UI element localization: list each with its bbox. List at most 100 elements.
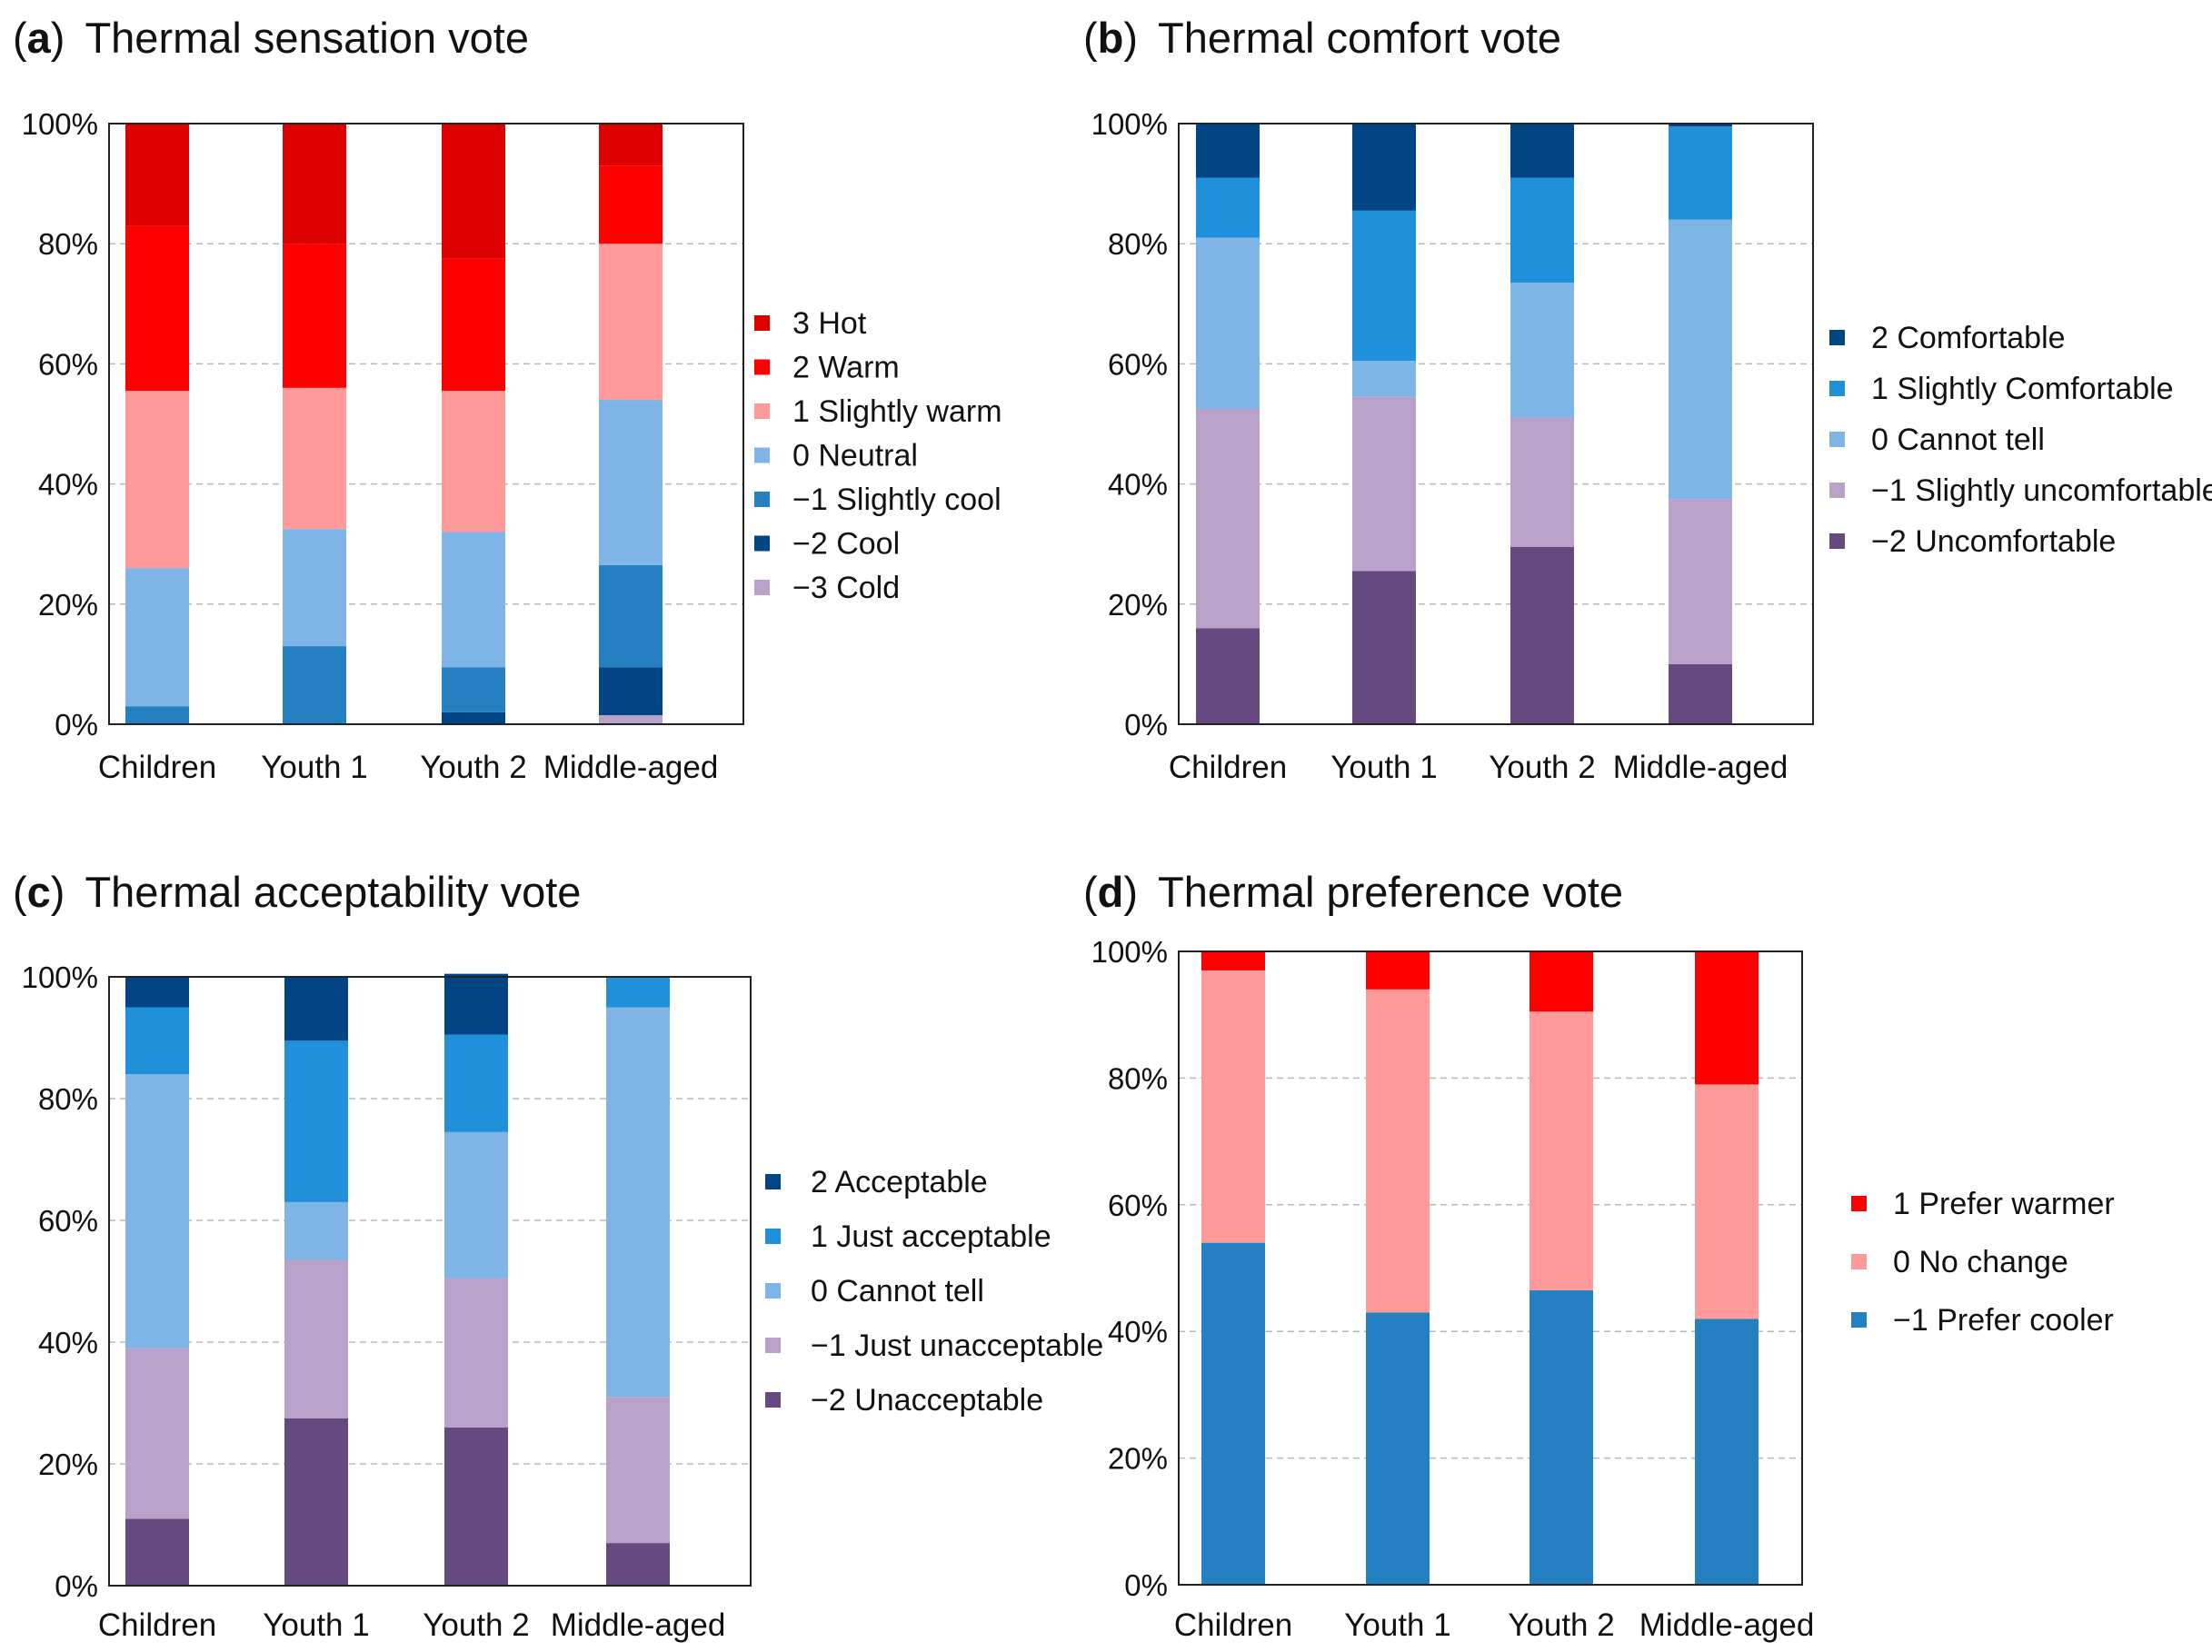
bar-segment	[1669, 124, 1732, 127]
legend-swatch	[1829, 432, 1845, 447]
x-tick-label: Middle-aged	[551, 1607, 726, 1643]
bar-segment	[444, 1278, 508, 1428]
bar-segment	[1510, 547, 1574, 724]
legend-swatch	[765, 1174, 781, 1189]
bar-segment	[125, 1007, 189, 1075]
bar-segment	[283, 244, 346, 388]
legend-swatch	[765, 1283, 781, 1299]
bar-segment	[444, 1427, 508, 1586]
bar-segment	[1695, 951, 1759, 1085]
bar-segment	[1196, 237, 1260, 409]
bar-segment	[284, 1259, 348, 1418]
legend-label: −2 Cool	[792, 527, 900, 562]
y-tick-label: 80%	[38, 1082, 98, 1116]
y-tick-label: 0%	[55, 708, 98, 741]
panel-label: (c)	[13, 868, 65, 916]
x-tick-label: Children	[98, 750, 216, 785]
plot-frame	[1178, 950, 1803, 1586]
legend-label: −2 Uncomfortable	[1871, 524, 2116, 559]
y-tick-label: 60%	[1108, 347, 1168, 381]
bar-segment	[1352, 361, 1416, 397]
x-tick-label: Children	[1169, 750, 1287, 785]
y-tick-label: 40%	[1108, 468, 1168, 502]
chart-title: (b) Thermal comfort vote	[1083, 14, 1561, 62]
legend-swatch	[1851, 1196, 1867, 1211]
bar-segment	[442, 667, 505, 712]
legend: 3 Hot 2 Warm 1 Slightly warm 0 Neutral −1 Sl…	[754, 306, 1002, 605]
legend-label: 1 Just acceptable	[811, 1219, 1051, 1254]
x-tick-label: Youth 1	[263, 1607, 369, 1643]
legend: 2 Acceptable 1 Just acceptable 0 Cannot te…	[765, 1165, 1103, 1418]
legend-swatch	[1829, 381, 1845, 396]
legend-label: 0 Cannot tell	[1871, 423, 2045, 457]
bar-segment	[1669, 663, 1732, 724]
y-tick-label: 60%	[38, 347, 98, 381]
bar-segment	[125, 225, 189, 392]
x-tick-label: Youth 1	[1344, 1607, 1450, 1643]
legend-swatch	[754, 535, 770, 552]
bar-segment	[606, 1543, 670, 1586]
bar-segment	[1695, 1084, 1759, 1319]
plot-frame	[108, 123, 744, 725]
chart-title: (c) Thermal acceptability vote	[13, 868, 581, 916]
y-tick-label: 20%	[1108, 588, 1168, 622]
bar-segment	[442, 258, 505, 392]
x-tick-label: Youth 2	[1508, 1607, 1614, 1643]
plot-frame	[1178, 123, 1814, 725]
bar-segment	[1196, 408, 1260, 629]
panel-label: (a)	[13, 14, 65, 62]
panel-label: (b)	[1083, 14, 1138, 62]
bar-segment	[444, 1131, 508, 1279]
bar-segment	[284, 1040, 348, 1202]
y-tick-label: 40%	[38, 468, 98, 502]
bar-segment	[1201, 1242, 1265, 1585]
y-tick-label: 100%	[1091, 107, 1168, 141]
legend-swatch	[765, 1392, 781, 1408]
x-tick-label: Middle-aged	[1613, 750, 1789, 785]
y-tick-label: 0%	[55, 1569, 98, 1603]
panel-label: (d)	[1083, 868, 1138, 916]
bar-segment	[444, 973, 508, 1035]
bar-segment	[1352, 210, 1416, 362]
y-tick-label: 40%	[1108, 1315, 1168, 1348]
legend-swatch	[1829, 533, 1845, 549]
bar-segment	[1669, 126, 1732, 220]
legend-label: −1 Slightly cool	[792, 483, 1001, 517]
bar-segment	[606, 1397, 670, 1544]
y-tick-label: 80%	[38, 227, 98, 261]
chart-title: (d) Thermal preference vote	[1083, 868, 1623, 916]
x-tick-label: Middle-aged	[543, 750, 719, 785]
legend-label: 1 Prefer warmer	[1893, 1187, 2115, 1221]
bar-segment	[1196, 177, 1260, 238]
y-tick-label: 60%	[38, 1204, 98, 1238]
legend-label: −3 Cold	[792, 571, 900, 605]
x-tick-label: Middle-aged	[1639, 1607, 1815, 1643]
y-tick-label: 20%	[38, 588, 98, 622]
bar-segment	[442, 712, 505, 724]
chart-title-text: Thermal sensation vote	[85, 14, 529, 62]
legend-swatch	[754, 447, 770, 463]
legend-swatch	[1829, 483, 1845, 498]
x-tick-label: Children	[1174, 1607, 1292, 1643]
legend: 1 Prefer warmer 0 No change −1 Prefer cool…	[1851, 1187, 2115, 1338]
y-tick-label: 40%	[38, 1326, 98, 1359]
chart-title-text: Thermal comfort vote	[1158, 14, 1561, 62]
bar-segment	[599, 564, 663, 668]
bar-segment	[1352, 571, 1416, 724]
y-tick-label: 100%	[22, 107, 98, 141]
legend-label: 0 Cannot tell	[811, 1274, 984, 1309]
bar-segment	[599, 244, 663, 401]
x-tick-label: Youth 1	[261, 750, 367, 785]
y-tick-label: 20%	[1108, 1442, 1168, 1476]
legend-swatch	[754, 580, 770, 595]
legend-swatch	[765, 1229, 781, 1244]
x-tick-label: Youth 2	[423, 1607, 529, 1643]
y-tick-label: 60%	[1108, 1189, 1168, 1222]
bar-segment	[1510, 417, 1574, 548]
legend-swatch	[754, 315, 770, 331]
legend-swatch	[1851, 1312, 1867, 1328]
x-tick-label: Youth 2	[1489, 750, 1595, 785]
bar-segment	[284, 1201, 348, 1260]
bar-segment	[442, 532, 505, 668]
bar-segment	[606, 977, 670, 1008]
